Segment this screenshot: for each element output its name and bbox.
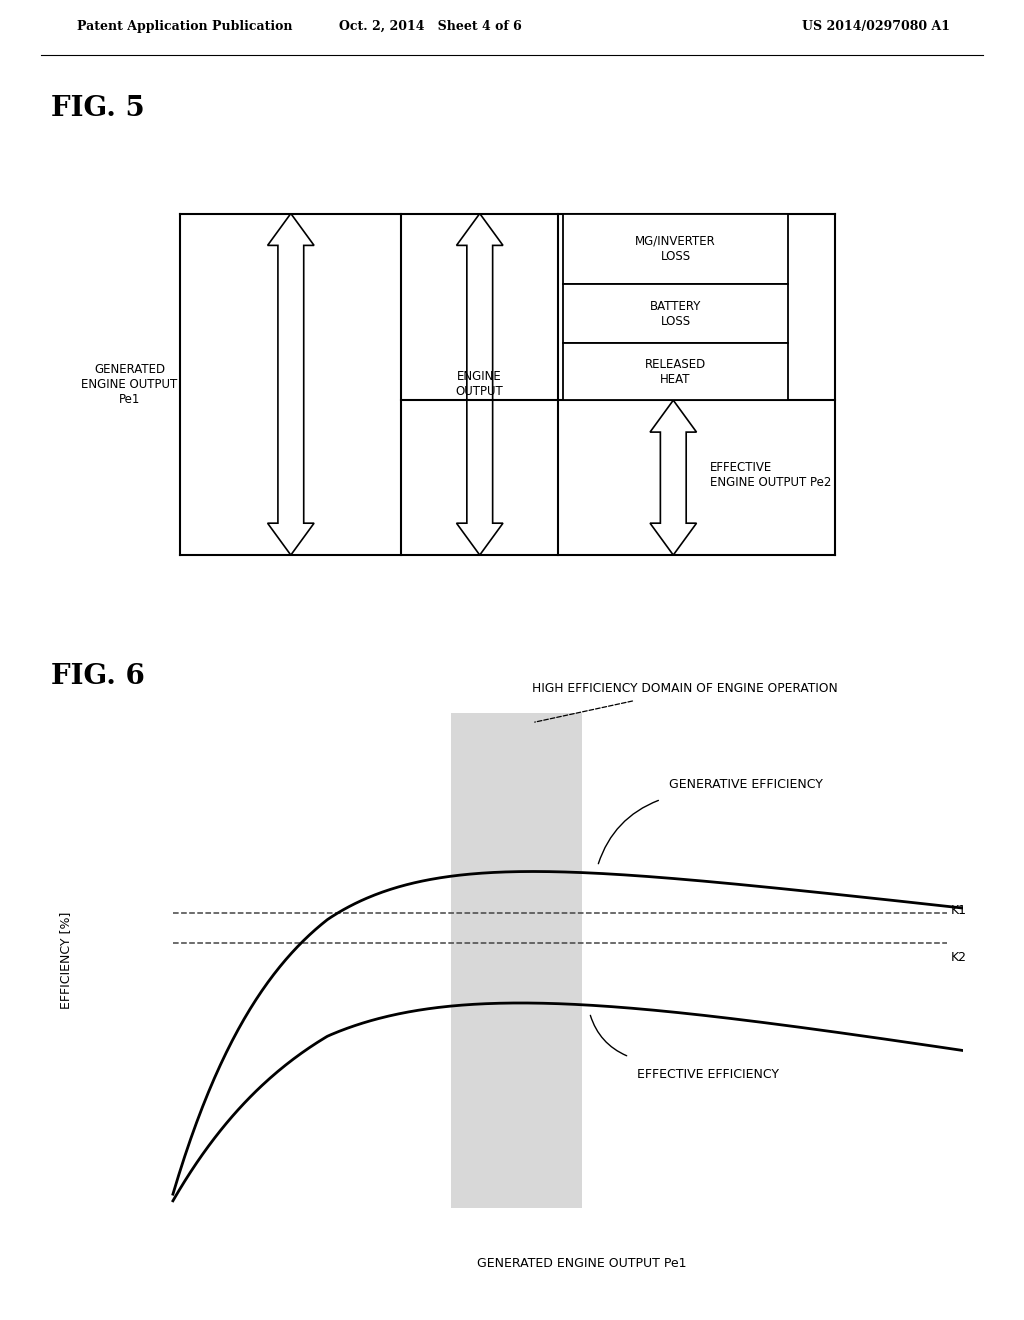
Text: FIG. 6: FIG. 6 bbox=[51, 663, 145, 690]
Text: GENERATIVE EFFICIENCY: GENERATIVE EFFICIENCY bbox=[669, 777, 823, 791]
Text: MG/INVERTER
LOSS: MG/INVERTER LOSS bbox=[635, 235, 716, 263]
Text: RELEASED
HEAT: RELEASED HEAT bbox=[645, 358, 707, 385]
Text: GENERATED ENGINE OUTPUT Pe1: GENERATED ENGINE OUTPUT Pe1 bbox=[477, 1257, 686, 1270]
Text: EFFECTIVE
ENGINE OUTPUT Pe2: EFFECTIVE ENGINE OUTPUT Pe2 bbox=[711, 462, 831, 490]
Polygon shape bbox=[650, 400, 696, 554]
Text: GENERATED
ENGINE OUTPUT
Pe1: GENERATED ENGINE OUTPUT Pe1 bbox=[82, 363, 177, 405]
Text: K1: K1 bbox=[950, 904, 967, 917]
Text: EFFICIENCY [%]: EFFICIENCY [%] bbox=[59, 912, 73, 1008]
Text: US 2014/0297080 A1: US 2014/0297080 A1 bbox=[802, 20, 949, 33]
Text: HIGH EFFICIENCY DOMAIN OF ENGINE OPERATION: HIGH EFFICIENCY DOMAIN OF ENGINE OPERATI… bbox=[531, 682, 838, 696]
Text: Patent Application Publication: Patent Application Publication bbox=[77, 20, 292, 33]
Bar bbox=[451, 713, 582, 1208]
Text: EFFECTIVE EFFICIENCY: EFFECTIVE EFFICIENCY bbox=[637, 1068, 779, 1081]
Polygon shape bbox=[457, 214, 503, 554]
Text: ENGINE
OUTPUT: ENGINE OUTPUT bbox=[456, 371, 504, 399]
Polygon shape bbox=[267, 214, 314, 554]
Text: FIG. 5: FIG. 5 bbox=[51, 95, 145, 123]
Text: BATTERY
LOSS: BATTERY LOSS bbox=[650, 300, 701, 327]
Bar bbox=[563, 343, 788, 400]
Text: Oct. 2, 2014   Sheet 4 of 6: Oct. 2, 2014 Sheet 4 of 6 bbox=[339, 20, 521, 33]
Bar bbox=[451, 713, 582, 1208]
Bar bbox=[563, 284, 788, 343]
Text: K2: K2 bbox=[950, 952, 967, 965]
Bar bbox=[563, 214, 788, 284]
